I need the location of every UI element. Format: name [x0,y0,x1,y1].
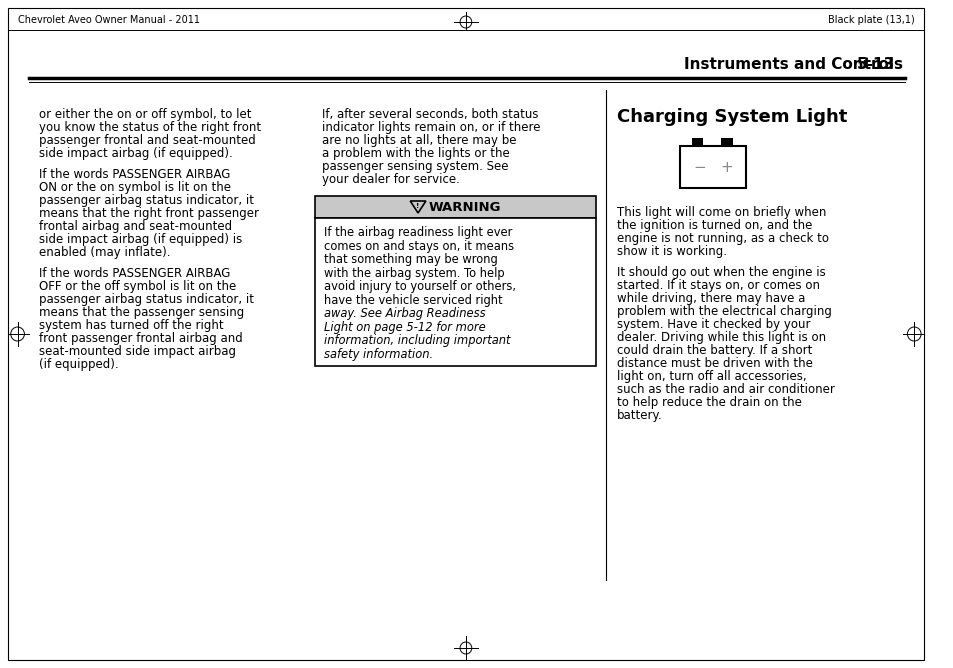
Bar [691,138,702,146]
Text: passenger frontal and seat-mounted: passenger frontal and seat-mounted [39,134,255,147]
Text: passenger airbag status indicator, it: passenger airbag status indicator, it [39,194,253,207]
Text: WARNING: WARNING [428,200,500,214]
Text: comes on and stays on, it means: comes on and stays on, it means [324,240,514,253]
Text: If, after several seconds, both status: If, after several seconds, both status [322,108,538,121]
Text: indicator lights remain on, or if there: indicator lights remain on, or if there [322,121,540,134]
Text: could drain the battery. If a short: could drain the battery. If a short [617,344,812,357]
Text: !: ! [416,203,419,209]
Text: side impact airbag (if equipped).: side impact airbag (if equipped). [39,147,233,160]
Text: such as the radio and air conditioner: such as the radio and air conditioner [617,383,834,396]
Text: frontal airbag and seat-mounted: frontal airbag and seat-mounted [39,220,232,233]
Text: you know the status of the right front: you know the status of the right front [39,121,261,134]
Text: side impact airbag (if equipped) is: side impact airbag (if equipped) is [39,233,242,246]
Text: 5-13: 5-13 [856,57,894,72]
Text: front passenger frontal airbag and: front passenger frontal airbag and [39,332,243,345]
Text: Black plate (13,1): Black plate (13,1) [826,15,913,25]
Text: system has turned off the right: system has turned off the right [39,319,223,332]
Text: seat-mounted side impact airbag: seat-mounted side impact airbag [39,345,235,358]
Text: passenger sensing system. See: passenger sensing system. See [322,160,508,173]
Text: means that the passenger sensing: means that the passenger sensing [39,306,244,319]
Bar [679,146,745,188]
Text: It should go out when the engine is: It should go out when the engine is [617,266,825,279]
Text: Instruments and Controls: Instruments and Controls [683,57,902,72]
Text: that something may be wrong: that something may be wrong [324,253,497,266]
Text: −: − [692,160,705,174]
Text: +: + [720,160,732,174]
Text: show it is working.: show it is working. [617,245,726,258]
Text: light on, turn off all accessories,: light on, turn off all accessories, [617,370,806,383]
Text: Charging System Light: Charging System Light [617,108,847,126]
Text: are no lights at all, there may be: are no lights at all, there may be [322,134,517,147]
Text: Chevrolet Aveo Owner Manual - 2011: Chevrolet Aveo Owner Manual - 2011 [17,15,199,25]
Text: a problem with the lights or the: a problem with the lights or the [322,147,510,160]
Text: engine is not running, as a check to: engine is not running, as a check to [617,232,828,245]
Text: away. See Airbag Readiness: away. See Airbag Readiness [324,307,485,320]
Text: information, including important: information, including important [324,334,510,347]
Text: to help reduce the drain on the: to help reduce the drain on the [617,396,801,409]
Text: with the airbag system. To help: with the airbag system. To help [324,267,504,279]
Text: system. Have it checked by your: system. Have it checked by your [617,318,810,331]
Text: This light will come on briefly when: This light will come on briefly when [617,206,826,219]
Bar [314,218,596,366]
Text: Light on page 5-12 for more: Light on page 5-12 for more [324,321,485,333]
Text: while driving, there may have a: while driving, there may have a [617,292,805,305]
Text: problem with the electrical charging: problem with the electrical charging [617,305,831,318]
Text: If the words PASSENGER AIRBAG: If the words PASSENGER AIRBAG [39,267,231,280]
Text: dealer. Driving while this light is on: dealer. Driving while this light is on [617,331,825,344]
Text: If the words PASSENGER AIRBAG: If the words PASSENGER AIRBAG [39,168,231,181]
Text: passenger airbag status indicator, it: passenger airbag status indicator, it [39,293,253,306]
Text: the ignition is turned on, and the: the ignition is turned on, and the [617,219,812,232]
Bar [314,196,596,218]
Text: safety information.: safety information. [324,347,433,361]
Text: your dealer for service.: your dealer for service. [322,173,459,186]
Text: avoid injury to yourself or others,: avoid injury to yourself or others, [324,280,516,293]
Text: or either the on or off symbol, to let: or either the on or off symbol, to let [39,108,252,121]
Text: enabled (may inflate).: enabled (may inflate). [39,246,171,259]
Text: battery.: battery. [617,409,662,422]
Bar [720,138,732,146]
Text: started. If it stays on, or comes on: started. If it stays on, or comes on [617,279,820,292]
Text: ON or the on symbol is lit on the: ON or the on symbol is lit on the [39,181,231,194]
Text: distance must be driven with the: distance must be driven with the [617,357,812,370]
Text: (if equipped).: (if equipped). [39,358,118,371]
Text: If the airbag readiness light ever: If the airbag readiness light ever [324,226,512,239]
Text: OFF or the off symbol is lit on the: OFF or the off symbol is lit on the [39,280,236,293]
Text: means that the right front passenger: means that the right front passenger [39,207,259,220]
Text: have the vehicle serviced right: have the vehicle serviced right [324,293,502,307]
